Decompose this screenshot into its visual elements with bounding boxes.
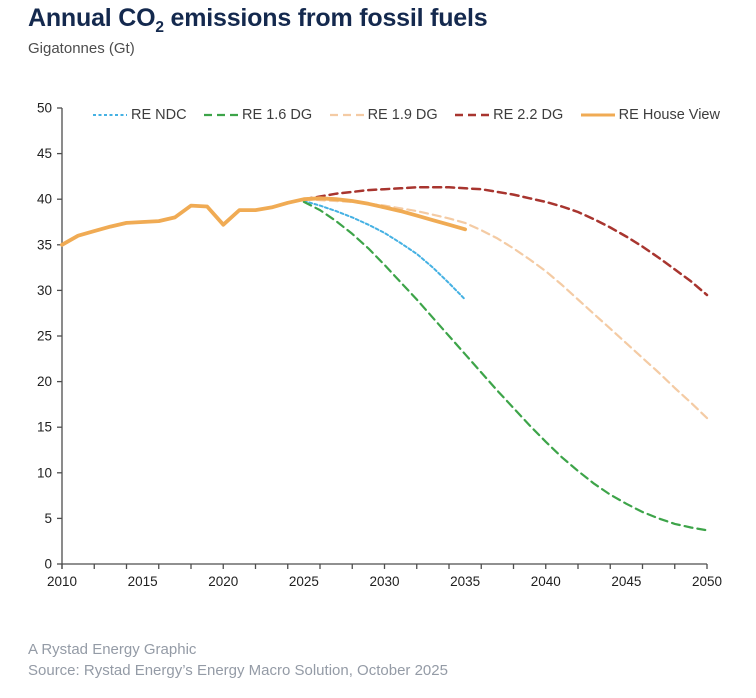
x-tick-label: 2020 [208, 574, 238, 589]
x-tick-label: 2030 [369, 574, 399, 589]
chart-legend: RE NDC RE 1.6 DG RE 1.9 DG RE 2.2 DG RE Hous… [92, 107, 720, 123]
y-tick-label: 40 [37, 192, 52, 207]
legend-line-sample-re-2-2-dg [455, 113, 490, 117]
legend-line-sample-re-ndc [93, 114, 127, 116]
y-tick-label: 25 [37, 329, 52, 344]
legend-label-re-1-9-dg: RE 1.9 DG [367, 107, 438, 123]
x-tick-label: 2040 [531, 574, 561, 589]
x-tick-label: 2050 [692, 574, 722, 589]
y-tick-label: 20 [37, 374, 52, 389]
series-line-re-ndc [302, 200, 467, 301]
legend-line-sample-re-house-view [580, 113, 615, 117]
series-line-re-2-2-dg [302, 186, 709, 297]
series-line-re-house-view [60, 196, 468, 247]
legend-label-re-house-view: RE House View [618, 107, 720, 123]
legend-item-re-1-6-dg: RE 1.6 DG [203, 107, 312, 123]
legend-label-re-ndc: RE NDC [131, 107, 187, 123]
x-tick-label: 2045 [611, 574, 641, 589]
legend-item-re-ndc: RE NDC [92, 107, 187, 123]
y-tick-label: 45 [37, 146, 52, 161]
chart-title-prefix: Annual CO [28, 4, 156, 32]
chart-title: Annual CO2 emissions from fossil fuels [28, 4, 488, 37]
legend-item-re-1-9-dg: RE 1.9 DG [329, 107, 438, 123]
series-line-re-1-9-dg [302, 198, 709, 420]
chart-footer: A Rystad Energy Graphic Source: Rystad E… [28, 639, 448, 681]
legend-line-sample-re-1-6-dg [204, 113, 239, 117]
legend-label-re-1-6-dg: RE 1.6 DG [242, 107, 313, 123]
chart-title-subscript: 2 [155, 19, 164, 36]
y-tick-label: 30 [37, 283, 52, 298]
legend-item-re-2-2-dg: RE 2.2 DG [454, 107, 563, 123]
x-tick-label: 2015 [128, 574, 158, 589]
legend-line-sample-re-1-9-dg [329, 113, 364, 117]
legend-label-re-2-2-dg: RE 2.2 DG [493, 107, 564, 123]
y-tick-label: 15 [37, 420, 52, 435]
chart-subtitle: Gigatonnes (Gt) [28, 40, 135, 57]
source-line: Source: Rystad Energy’s Energy Macro Sol… [28, 662, 448, 679]
legend-item-re-house-view: RE House View [580, 107, 720, 123]
x-tick-label: 2025 [289, 574, 319, 589]
chart-title-suffix: emissions from fossil fuels [163, 4, 488, 32]
y-tick-label: 5 [44, 511, 52, 526]
y-tick-label: 0 [44, 557, 52, 572]
y-tick-label: 10 [37, 465, 52, 480]
series-line-re-1-6-dg [302, 200, 709, 532]
y-tick-label: 35 [37, 237, 52, 252]
x-tick-label: 2035 [450, 574, 480, 589]
credit-line: A Rystad Energy Graphic [28, 641, 197, 658]
y-tick-label: 50 [37, 101, 52, 116]
x-tick-label: 2010 [47, 574, 77, 589]
